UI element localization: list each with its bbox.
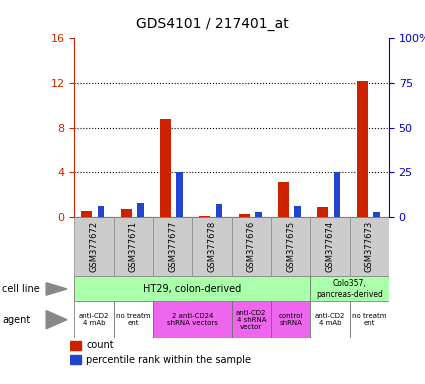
Bar (334, 172, 340, 217)
Text: GSM377676: GSM377676 (247, 221, 256, 272)
Polygon shape (46, 283, 67, 295)
Text: no treatm
ent: no treatm ent (116, 313, 150, 326)
Bar (216, 204, 222, 217)
Bar (232, 217, 271, 276)
Bar (295, 206, 301, 217)
Bar (192, 217, 232, 276)
Text: 2 anti-CD24
shRNA vectors: 2 anti-CD24 shRNA vectors (167, 313, 218, 326)
Bar (310, 217, 349, 276)
Bar (278, 182, 289, 217)
Bar (271, 301, 310, 338)
Bar (82, 211, 93, 217)
Bar (232, 301, 271, 338)
Text: HT29, colon-derived: HT29, colon-derived (143, 284, 241, 294)
Bar (160, 119, 171, 217)
Bar (153, 217, 192, 276)
Bar (113, 217, 153, 276)
Bar (74, 276, 310, 301)
Text: anti-CD2
4 mAb: anti-CD2 4 mAb (79, 313, 109, 326)
Bar (70, 341, 82, 350)
Text: no treatm
ent: no treatm ent (352, 313, 386, 326)
Text: cell line: cell line (2, 284, 40, 294)
Bar (271, 217, 310, 276)
Bar (310, 276, 389, 301)
Text: GDS4101 / 217401_at: GDS4101 / 217401_at (136, 17, 289, 31)
Bar (153, 301, 232, 338)
Text: percentile rank within the sample: percentile rank within the sample (86, 355, 251, 365)
Bar (310, 301, 349, 338)
Bar (176, 172, 183, 217)
Bar (199, 216, 210, 217)
Bar (137, 203, 144, 217)
Text: GSM377671: GSM377671 (129, 221, 138, 272)
Bar (70, 355, 82, 364)
Bar (74, 217, 113, 276)
Text: GSM377678: GSM377678 (207, 221, 216, 272)
Text: GSM377677: GSM377677 (168, 221, 177, 272)
Bar (317, 207, 329, 217)
Bar (357, 81, 368, 217)
Bar (349, 217, 389, 276)
Bar (121, 209, 132, 217)
Bar (349, 301, 389, 338)
Text: Colo357,
pancreas-derived: Colo357, pancreas-derived (316, 279, 383, 299)
Bar (373, 212, 380, 217)
Text: anti-CD2
4 mAb: anti-CD2 4 mAb (315, 313, 345, 326)
Text: anti-CD2
4 shRNA
vector: anti-CD2 4 shRNA vector (236, 310, 266, 330)
Text: control
shRNA: control shRNA (278, 313, 303, 326)
Text: GSM377675: GSM377675 (286, 221, 295, 272)
Text: GSM377672: GSM377672 (90, 221, 99, 272)
Text: agent: agent (2, 314, 30, 325)
Bar (98, 206, 105, 217)
Bar (239, 214, 250, 217)
Text: GSM377673: GSM377673 (365, 221, 374, 272)
Bar (113, 301, 153, 338)
Text: GSM377674: GSM377674 (326, 221, 334, 272)
Bar (255, 212, 262, 217)
Bar (74, 301, 113, 338)
Text: count: count (86, 340, 114, 351)
Polygon shape (46, 311, 67, 329)
